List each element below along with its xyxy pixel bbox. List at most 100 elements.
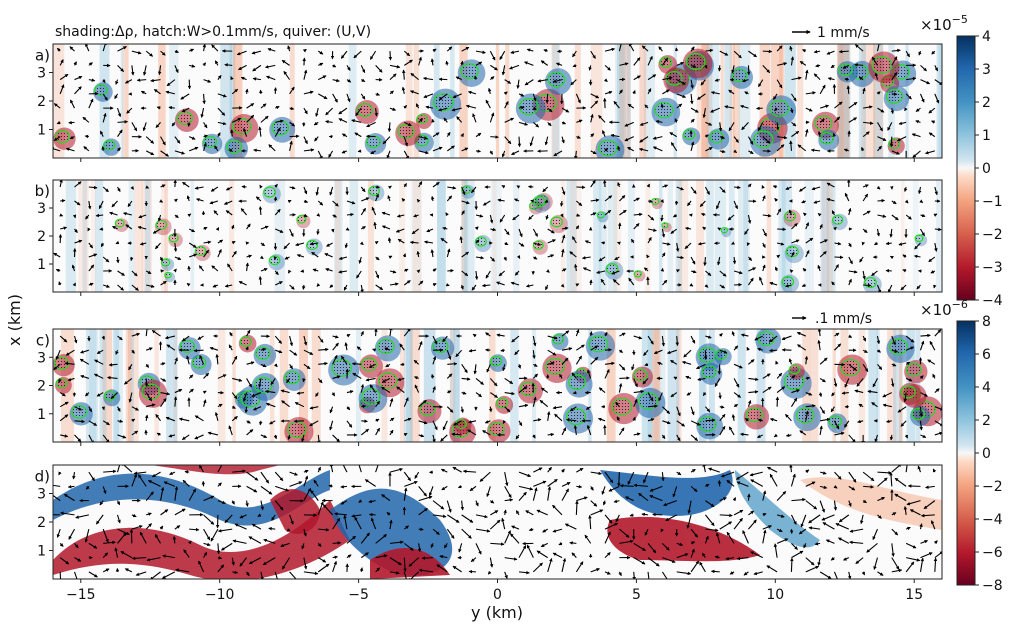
quiver-arrow [88, 282, 94, 287]
density-streak [766, 180, 772, 292]
density-streak [124, 44, 129, 158]
quiver-arrow [425, 105, 434, 110]
colorbar-exponent-power: −6 [952, 298, 968, 311]
w-contour [633, 368, 648, 382]
density-streak [436, 180, 446, 292]
quiver-arrow [710, 91, 720, 95]
quiver-arrow [510, 50, 520, 54]
quiver-arrow [313, 121, 319, 126]
quiver-arrow [346, 65, 351, 71]
colorbar-exponent: ×10−6 [920, 298, 968, 319]
panel-2: c) 1 2 3 [36, 328, 943, 446]
w-contour [155, 219, 168, 230]
density-streak [720, 44, 724, 158]
quiver-arrow [303, 148, 315, 152]
quiver-arrow [88, 98, 94, 109]
quiver-arrow [59, 73, 69, 81]
quiver-arrow [223, 200, 233, 205]
w-contour [203, 135, 218, 148]
quiver-arrow [728, 89, 735, 95]
quiver-arrow [173, 198, 178, 203]
w-contour [368, 185, 380, 196]
quiver-arrow [202, 44, 207, 52]
quiver-arrow [69, 46, 75, 52]
density-streak [114, 329, 123, 442]
quiver-arrow [518, 105, 525, 110]
quiver-arrow [460, 226, 464, 231]
quiver-arrow [153, 88, 161, 95]
quiver-arrow [805, 376, 811, 381]
density-streak [229, 180, 235, 292]
quiver-arrow [576, 119, 583, 123]
density-streak [738, 44, 751, 158]
quiver-arrow [60, 199, 66, 203]
density-streak [158, 44, 166, 158]
quiver-arrow [504, 117, 515, 123]
density-streak [82, 180, 88, 292]
quiver-arrow [889, 136, 894, 148]
quiver-arrow [117, 284, 124, 291]
quiver-arrow [116, 256, 120, 264]
quiver-arrow [53, 147, 61, 152]
quiver-arrow [203, 79, 212, 83]
quiver-arrow [887, 122, 893, 131]
quiver-arrow [690, 93, 694, 105]
quiver-arrow [53, 103, 61, 109]
quiver-arrow [330, 228, 335, 233]
quiver-arrow [728, 122, 735, 132]
quiver-arrow [165, 90, 176, 95]
quiver-arrow [202, 62, 207, 67]
w-contour [911, 408, 926, 421]
quiver-arrow [702, 108, 707, 119]
quiver-arrow [920, 64, 927, 72]
quiver-arrow [389, 107, 397, 111]
quiver-arrow [60, 226, 68, 230]
density-streak [495, 44, 500, 158]
density-streak [938, 44, 942, 158]
quiver-arrow [203, 122, 208, 129]
quiver-arrow [145, 50, 154, 57]
quiver-arrow [617, 222, 622, 230]
quiver-arrow [624, 121, 634, 127]
quiver-arrow [889, 434, 894, 441]
quiver-arrow [209, 200, 219, 205]
quiver-arrow [719, 149, 726, 154]
quiver-arrow [432, 48, 437, 53]
quiver-arrow [676, 62, 685, 66]
quiver-arrow [53, 136, 61, 141]
y-tick-label: 1 [37, 123, 46, 139]
density-streak [399, 180, 406, 292]
quiver-arrow [198, 265, 204, 272]
quiver-arrow [217, 107, 226, 116]
quiver-arrow [561, 107, 570, 113]
quiver-arrow [159, 256, 163, 262]
quiver-arrow [432, 132, 440, 138]
quiver-arrow [302, 48, 307, 53]
quiver-arrow [245, 88, 249, 94]
quiver-arrow [159, 199, 164, 203]
density-streak [781, 180, 793, 292]
quiver-arrow [443, 117, 448, 123]
density-streak [190, 180, 195, 292]
quiver-arrow [603, 224, 607, 230]
quiver-arrow [289, 106, 295, 111]
quiver-arrow [275, 105, 280, 110]
quiver-arrow [934, 79, 942, 86]
quiver-arrow [231, 240, 236, 245]
w-contour [419, 402, 436, 417]
quiver-arrow [95, 213, 104, 218]
quiver-arrow [173, 268, 177, 273]
density-streak [220, 44, 232, 158]
quiver-arrow [848, 117, 858, 123]
density-streak [615, 44, 627, 158]
quiver-arrow [744, 91, 749, 95]
quiver-arrow [354, 132, 362, 138]
quiver-arrow [906, 76, 917, 81]
quiver-arrow [74, 228, 78, 233]
quiver-arrow [501, 150, 506, 158]
w-contour [103, 139, 116, 151]
quiver-arrow [604, 90, 613, 95]
quiver-arrow [215, 227, 220, 231]
quiver-arrow [357, 149, 362, 153]
quiver-arrow [504, 136, 512, 145]
